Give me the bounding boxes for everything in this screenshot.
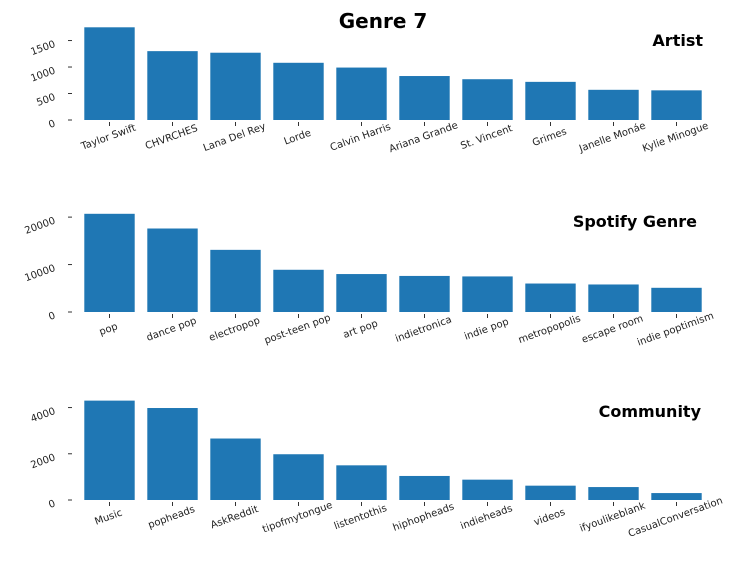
- bar-ariana-grande: [399, 76, 450, 120]
- y-tick-label: 500: [35, 92, 57, 109]
- x-tick-label: CHVRCHES: [144, 123, 199, 152]
- bar-st-vincent: [462, 79, 513, 120]
- bar-grimes: [525, 81, 576, 120]
- x-tick-label: videos: [532, 507, 566, 528]
- bar-videos: [525, 485, 576, 500]
- x-tick-label: Ariana Grande: [388, 120, 460, 155]
- x-tick-label: metropopolis: [517, 313, 582, 346]
- bar-indie-poptimism: [651, 287, 702, 312]
- y-tick-label: 0: [47, 498, 57, 511]
- x-tick-label: listentothis: [333, 503, 389, 532]
- x-tick-label: art pop: [342, 318, 380, 341]
- x-tick-label: Kylie Minogue: [641, 121, 710, 155]
- x-tick-label: post-teen pop: [263, 313, 332, 347]
- x-tick-label: St. Vincent: [459, 123, 514, 152]
- x-tick-label: Music: [93, 508, 123, 528]
- y-tick-label: 1500: [29, 39, 57, 58]
- bar-chvrches: [147, 51, 198, 120]
- x-tick-label: Lorde: [283, 128, 313, 148]
- x-tick-label: pop: [98, 321, 119, 338]
- bar-lorde: [273, 62, 324, 120]
- bar-kylie-minogue: [651, 90, 702, 120]
- x-tick-label: Lana Del Rey: [202, 121, 268, 154]
- chart-title: Genre 7: [339, 9, 428, 33]
- x-tick-label: Janelle Monáe: [577, 120, 648, 156]
- community-panel: Music popheads AskReddit tipofmytongueliste…: [29, 400, 724, 540]
- x-tick-label: indie poptimism: [636, 311, 715, 349]
- x-tick-label: hiphopheads: [391, 501, 455, 533]
- x-tick-label: indie pop: [463, 317, 510, 343]
- x-tick-label: tipofmytongue: [261, 500, 334, 535]
- bar-tipofmytongue: [273, 454, 324, 500]
- bar-dance-pop: [147, 228, 198, 312]
- x-tick-label: Taylor Swift: [79, 123, 138, 153]
- x-tick-label: Grimes: [531, 126, 568, 149]
- x-tick-label: Calvin Harris: [329, 122, 393, 154]
- artist-panel: Taylor Swift CHVRCHES Lana Del Rey Lorde Cal…: [29, 27, 710, 155]
- x-tick-label: dance pop: [145, 316, 198, 344]
- panel-title: Artist: [652, 31, 703, 50]
- bar-popheads: [147, 408, 198, 500]
- bar-metropopolis: [525, 283, 576, 312]
- x-tick-label: escape room: [580, 313, 644, 345]
- x-tick-label: electropop: [208, 315, 262, 344]
- panel-title: Community: [599, 402, 702, 421]
- bar-indie-pop: [462, 276, 513, 312]
- y-tick-label: 20000: [23, 216, 57, 237]
- bar-art-pop: [336, 274, 387, 312]
- bar-music: [84, 400, 135, 500]
- bar-listentothis: [336, 465, 387, 500]
- bar-ifyoulikeblank: [588, 487, 639, 500]
- bar-escape-room: [588, 284, 639, 312]
- y-tick-label: 1000: [29, 66, 57, 85]
- panel-title: Spotify Genre: [573, 212, 697, 231]
- x-tick-label: AskReddit: [209, 504, 260, 531]
- x-tick-label: popheads: [147, 504, 197, 531]
- spotify-genre-panel: pop dance pop electropop post-teen pop art p…: [23, 212, 715, 349]
- bar-indietronica: [399, 275, 450, 312]
- bar-casualconversation: [651, 493, 702, 500]
- y-tick-label: 10000: [23, 263, 57, 284]
- y-tick-label: 0: [47, 310, 57, 323]
- x-tick-label: indietronica: [394, 314, 453, 345]
- bar-taylor-swift: [84, 27, 135, 120]
- bar-pop: [84, 213, 135, 312]
- bar-janelle-mon-e: [588, 89, 639, 120]
- bar-hiphopheads: [399, 475, 450, 500]
- bar-lana-del-rey: [210, 52, 261, 120]
- y-tick-label: 2000: [29, 452, 57, 471]
- bar-calvin-harris: [336, 67, 387, 120]
- bar-askreddit: [210, 438, 261, 500]
- x-tick-label: indieheads: [459, 503, 514, 532]
- y-tick-label: 4000: [29, 406, 57, 425]
- bar-post-teen-pop: [273, 269, 324, 312]
- bar-electropop: [210, 249, 261, 312]
- bar-indieheads: [462, 479, 513, 500]
- y-tick-label: 0: [47, 118, 57, 131]
